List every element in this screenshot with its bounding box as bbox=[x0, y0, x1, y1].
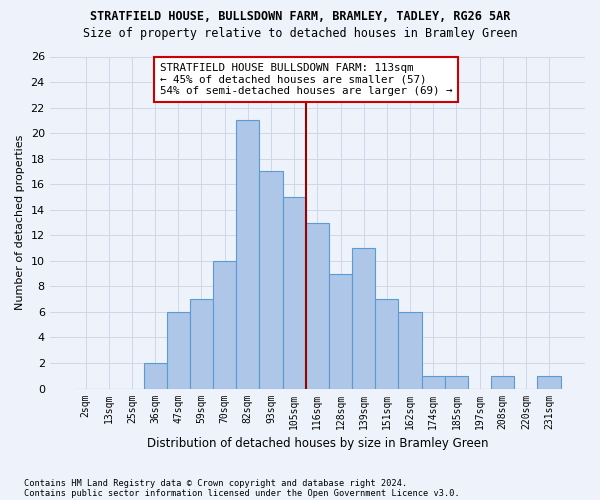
Bar bbox=[445, 376, 468, 388]
Text: STRATFIELD HOUSE, BULLSDOWN FARM, BRAMLEY, TADLEY, RG26 5AR: STRATFIELD HOUSE, BULLSDOWN FARM, BRAMLE… bbox=[90, 10, 510, 23]
Bar bbox=[329, 274, 352, 388]
Bar bbox=[306, 222, 329, 388]
Bar bbox=[213, 261, 236, 388]
Bar bbox=[259, 172, 283, 388]
Y-axis label: Number of detached properties: Number of detached properties bbox=[15, 135, 25, 310]
Bar bbox=[422, 376, 445, 388]
Bar bbox=[236, 120, 259, 388]
Bar bbox=[398, 312, 422, 388]
Bar bbox=[190, 299, 213, 388]
Bar bbox=[352, 248, 375, 388]
Bar bbox=[491, 376, 514, 388]
Bar bbox=[538, 376, 560, 388]
Bar bbox=[375, 299, 398, 388]
Bar bbox=[143, 363, 167, 388]
Text: Size of property relative to detached houses in Bramley Green: Size of property relative to detached ho… bbox=[83, 28, 517, 40]
Text: Contains HM Land Registry data © Crown copyright and database right 2024.: Contains HM Land Registry data © Crown c… bbox=[24, 478, 407, 488]
Bar bbox=[283, 197, 306, 388]
X-axis label: Distribution of detached houses by size in Bramley Green: Distribution of detached houses by size … bbox=[146, 437, 488, 450]
Text: STRATFIELD HOUSE BULLSDOWN FARM: 113sqm
← 45% of detached houses are smaller (57: STRATFIELD HOUSE BULLSDOWN FARM: 113sqm … bbox=[160, 63, 452, 96]
Text: Contains public sector information licensed under the Open Government Licence v3: Contains public sector information licen… bbox=[24, 488, 460, 498]
Bar bbox=[167, 312, 190, 388]
